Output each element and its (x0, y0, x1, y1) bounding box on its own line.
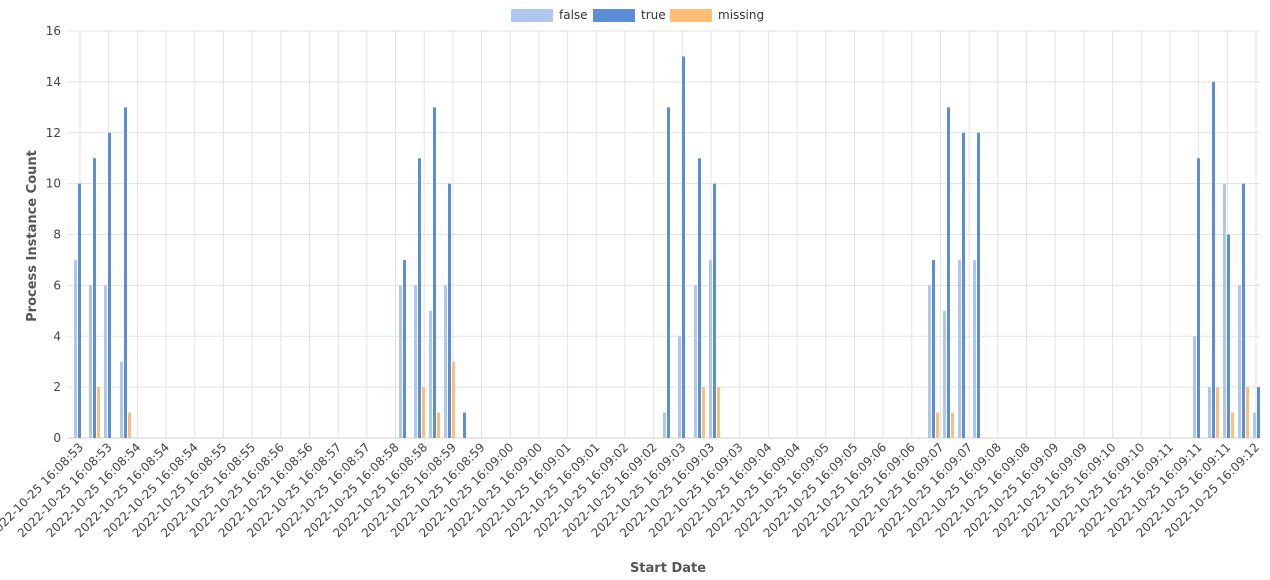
y-tick-label: 6 (53, 278, 61, 292)
bar-false-17 (1193, 336, 1196, 438)
bar-false-11 (694, 285, 697, 438)
bar-true-2 (108, 132, 111, 438)
bar-false-5 (414, 285, 417, 438)
bar-missing-3 (128, 412, 131, 438)
bar-true-3 (124, 107, 127, 438)
bar-true-21 (1242, 183, 1245, 438)
bar-true-5 (418, 158, 421, 438)
bar-true-16 (977, 132, 980, 438)
y-tick-label: 2 (53, 380, 61, 394)
bar-false-16 (973, 259, 976, 438)
bar-missing-5 (422, 387, 425, 438)
bar-true-6 (433, 107, 436, 438)
bar-false-14 (943, 310, 946, 438)
bar-true-17 (1197, 158, 1200, 438)
bar-false-12 (709, 259, 712, 438)
bar-false-19 (1223, 183, 1226, 438)
bar-false-22 (1253, 412, 1256, 438)
bars (74, 56, 1260, 438)
bar-false-9 (663, 412, 666, 438)
bar-true-4 (403, 259, 406, 438)
bar-false-18 (1208, 387, 1211, 438)
bar-missing-6 (437, 412, 440, 438)
bar-true-15 (962, 132, 965, 438)
y-tick-label: 14 (46, 75, 61, 89)
bar-true-0 (78, 183, 81, 438)
y-axis-label: Process Instance Count (25, 150, 40, 322)
bar-missing-19 (1231, 412, 1234, 438)
bar-false-4 (399, 285, 402, 438)
bar-missing-12 (717, 387, 720, 438)
bar-missing-7 (452, 361, 455, 438)
bar-true-10 (682, 56, 685, 438)
legend-swatch-false (511, 8, 553, 22)
x-axis-label: Start Date (630, 561, 706, 576)
bar-true-7 (448, 183, 451, 438)
bar-true-22 (1257, 387, 1260, 438)
legend-swatch-true (593, 8, 635, 22)
bar-missing-13 (936, 412, 939, 438)
legend-item-missing[interactable]: missing (670, 7, 764, 23)
bar-true-1 (93, 158, 96, 438)
bar-missing-11 (702, 387, 705, 438)
bar-true-8 (463, 412, 466, 438)
y-tick-label: 12 (46, 126, 61, 140)
bar-missing-21 (1246, 387, 1249, 438)
y-tick-label: 0 (53, 431, 61, 445)
bar-true-13 (932, 259, 935, 438)
grid (67, 30, 1260, 439)
bar-false-2 (104, 285, 107, 438)
legend-item-true[interactable]: true (593, 7, 666, 23)
bar-false-6 (429, 310, 432, 438)
bar-true-14 (947, 107, 950, 438)
legend-swatch-missing (670, 8, 712, 22)
bar-true-19 (1227, 234, 1230, 438)
bar-false-21 (1238, 285, 1241, 438)
bar-false-3 (120, 361, 123, 438)
legend-label-false: false (559, 8, 588, 22)
bar-true-18 (1212, 81, 1215, 438)
bar-false-0 (74, 259, 77, 438)
bar-true-12 (713, 183, 716, 438)
bar-missing-18 (1216, 387, 1219, 438)
bar-missing-14 (951, 412, 954, 438)
legend-label-missing: missing (718, 8, 765, 22)
y-tick-label: 10 (46, 177, 61, 191)
bar-false-7 (444, 285, 447, 438)
y-tick-label: 8 (53, 228, 61, 242)
y-axis-ticks: 0 2 4 6 8 10 12 14 16 (46, 24, 61, 445)
y-tick-label: 4 (53, 329, 61, 343)
legend-label-true: true (641, 8, 666, 22)
bar-false-1 (89, 285, 92, 438)
bar-false-15 (958, 259, 961, 438)
legend-item-false[interactable]: false (511, 7, 588, 23)
bar-missing-1 (97, 387, 100, 438)
y-tick-label: 16 (46, 24, 61, 38)
bar-true-9 (667, 107, 670, 438)
bar-true-11 (698, 158, 701, 438)
bar-false-13 (928, 285, 931, 438)
bar-false-10 (678, 336, 681, 438)
